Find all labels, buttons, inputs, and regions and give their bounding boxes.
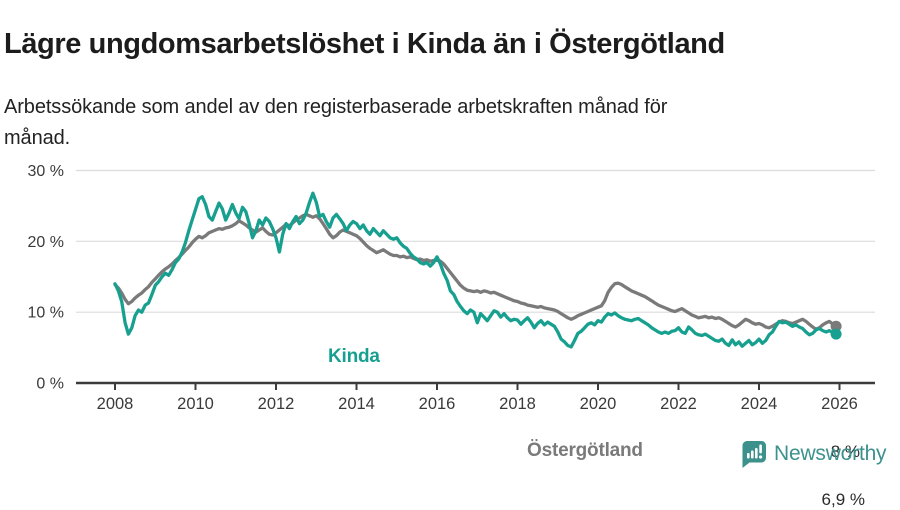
x-tick-label-2020: 2020 bbox=[580, 395, 617, 413]
newsworthy-branding: Newsworthy bbox=[740, 440, 887, 468]
end-dot-östergötland bbox=[830, 320, 842, 332]
x-tick-label-2026: 2026 bbox=[821, 395, 858, 413]
line-östergötland bbox=[113, 212, 838, 331]
kinda-series-label: Kinda bbox=[328, 346, 380, 367]
x-tick-label-2012: 2012 bbox=[258, 395, 295, 413]
newsworthy-brand-text: Newsworthy bbox=[774, 442, 887, 465]
end-dot-kinda bbox=[830, 328, 842, 340]
page-title: Lägre ungdomsarbetslöshet i Kinda än i Ö… bbox=[4, 28, 725, 61]
y-tick-label-10: 10 % bbox=[28, 305, 64, 322]
x-tick-label-2010: 2010 bbox=[177, 395, 214, 413]
line-chart: 0 % 10 % 20 % 30 % 2008 2010 2012 2014 2016 2018 2… bbox=[0, 150, 900, 509]
chart-subtitle: Arbetssökande som andel av den registerb… bbox=[4, 92, 874, 154]
y-tick-label-30: 30 % bbox=[28, 163, 64, 180]
ostergotland-series-label: Östergötland bbox=[527, 440, 643, 461]
newsworthy-logo-icon bbox=[740, 440, 767, 468]
x-tick-label-2022: 2022 bbox=[660, 395, 697, 413]
plot-area: 0 % 10 % 20 % 30 % 2008 2010 2012 2014 2016 2018 2… bbox=[28, 163, 875, 413]
y-tick-label-20: 20 % bbox=[28, 234, 64, 251]
chart-subtitle-line1: Arbetssökande som andel av den registerb… bbox=[4, 96, 668, 118]
x-tick-label-2024: 2024 bbox=[741, 395, 778, 413]
ostergotland-end-value-label: 8 % bbox=[830, 442, 860, 461]
x-tick-label-2008: 2008 bbox=[97, 395, 134, 413]
x-tick-label-2018: 2018 bbox=[499, 395, 536, 413]
y-tick-label-0: 0 % bbox=[36, 376, 64, 393]
line-kinda bbox=[113, 191, 838, 349]
chart-subtitle-line2: månad. bbox=[4, 127, 71, 149]
x-tick-label-2014: 2014 bbox=[338, 395, 375, 413]
x-tick-label-2016: 2016 bbox=[419, 395, 456, 413]
kinda-end-value-label: 6,9 % bbox=[821, 490, 865, 509]
